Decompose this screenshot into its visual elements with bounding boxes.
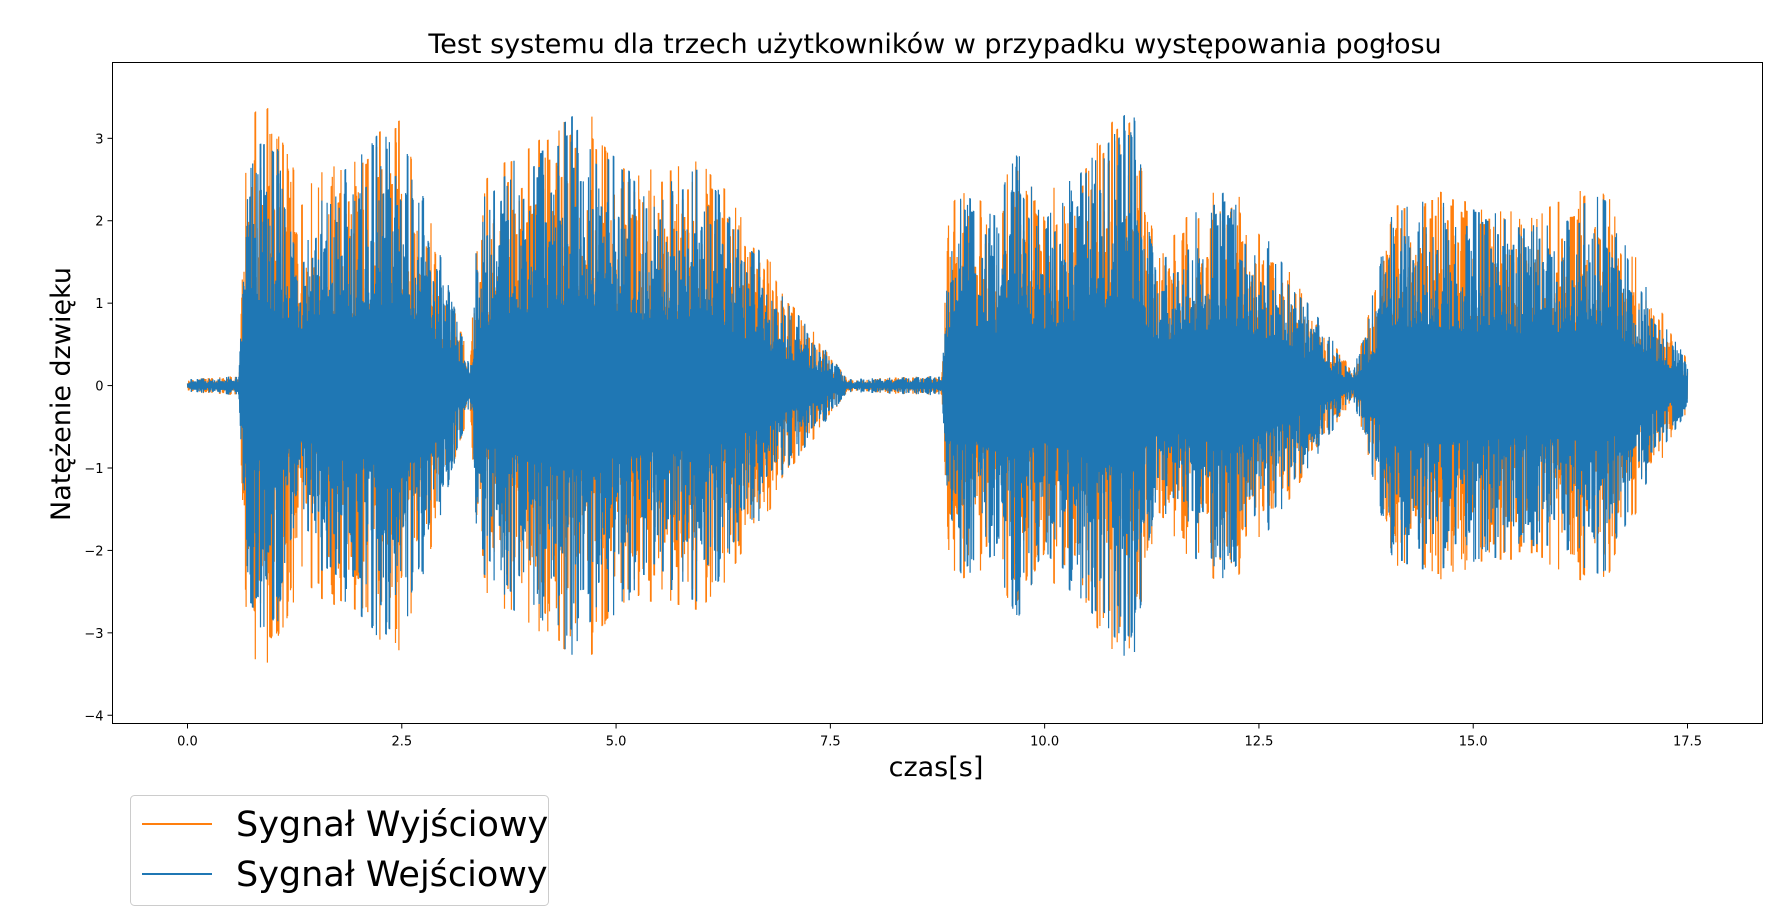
chart-title: Test systemu dla trzech użytkowników w p…: [427, 29, 1441, 60]
x-tick-label: 15.0: [1459, 735, 1488, 750]
x-tick-label: 10.0: [1030, 735, 1059, 750]
x-tick-label: 12.5: [1244, 735, 1273, 750]
plot-area: [186, 108, 1689, 663]
x-tick-label: 7.5: [820, 735, 841, 750]
y-tick-label: −2: [84, 544, 103, 559]
y-axis-label: Natężenie dzwięku: [46, 267, 77, 521]
x-axis: 0.0 2.5 5.0 7.5 10.0 12.5 15.0 17.5: [177, 723, 1702, 750]
y-tick-label: 3: [95, 132, 103, 147]
legend: Sygnał Wyjściowy Sygnał Wejściowy: [130, 795, 549, 906]
y-tick-label: −4: [84, 709, 103, 724]
x-tick-label: 17.5: [1673, 735, 1702, 750]
y-tick-label: 0: [95, 380, 103, 395]
y-tick-label: 1: [95, 297, 103, 312]
legend-label-output: Sygnał Wyjściowy: [236, 805, 548, 845]
x-tick-label: 0.0: [177, 735, 198, 750]
plot-frame: [112, 62, 1763, 724]
legend-frame: [130, 795, 549, 906]
y-tick-label: −3: [84, 627, 103, 642]
y-tick-label: −1: [84, 462, 103, 477]
y-tick-label: 2: [95, 215, 103, 230]
series-line-input: [186, 115, 1689, 656]
x-tick-label: 2.5: [391, 735, 412, 750]
y-axis: 3 2 1 0 −1 −2 −3 −4: [84, 132, 113, 724]
x-tick-label: 5.0: [606, 735, 627, 750]
x-axis-label: czas[s]: [889, 752, 984, 783]
legend-label-input: Sygnał Wejściowy: [236, 855, 548, 895]
